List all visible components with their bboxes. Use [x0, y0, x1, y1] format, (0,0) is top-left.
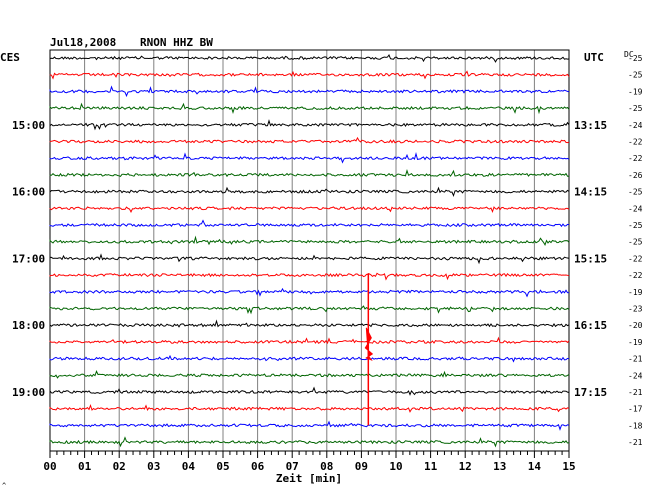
x-tick-label-09: 09: [355, 460, 368, 473]
hour-labels: 15:00 16:00 17:00 18:00 19:00 13:15 14:15 15:15…: [12, 119, 607, 399]
x-tick-label-07: 07: [286, 460, 299, 473]
x-tick-label-11: 11: [424, 460, 438, 473]
trace-10: [49, 206, 570, 214]
x-tick-label-12: 12: [459, 460, 472, 473]
trace-8: [49, 169, 569, 178]
x-tick-label-03: 03: [147, 460, 160, 473]
trace-16: [49, 305, 570, 315]
trace-17: [49, 319, 570, 328]
dc-offset-23: -18: [628, 421, 643, 430]
event-peak: [364, 327, 374, 362]
right-hour-label-4: 17:15: [574, 386, 607, 399]
x-tick-label-15: 15: [562, 460, 575, 473]
dc-offset-19: -21: [628, 355, 643, 364]
dc-offset-10: -24: [628, 204, 643, 213]
trace-15: [49, 287, 570, 298]
dc-offset-labels: -25 -25 -19 -25 -24 -22 -22 -26 -25 -24 -25 -25 -22 -…: [628, 54, 643, 447]
right-timezone-label: UTC: [584, 51, 604, 64]
trace-20: [49, 369, 570, 379]
trace-23: [49, 420, 570, 431]
vertical-grid: [49, 49, 570, 452]
dc-offset-1: -25: [628, 54, 643, 63]
x-tick-label-05: 05: [216, 460, 229, 473]
trace-2: [49, 70, 570, 80]
dc-offset-14: -22: [628, 271, 643, 280]
trace-22: [49, 404, 570, 413]
dc-offset-21: -21: [628, 388, 643, 397]
seismic-event: [364, 273, 374, 426]
left-hour-label-1: 16:00: [12, 186, 45, 199]
x-tick-label-08: 08: [320, 460, 333, 473]
trace-13: [49, 253, 570, 265]
dc-offset-2: -25: [628, 71, 643, 80]
trace-5: [49, 119, 570, 131]
station-label: RNON HHZ BW: [140, 36, 213, 49]
dc-offset-24: -21: [628, 438, 643, 447]
trace-19: [49, 354, 570, 363]
plot-frame: [49, 49, 570, 452]
dc-offset-16: -23: [628, 305, 643, 314]
trace-6: [49, 136, 570, 144]
left-hour-label-3: 18:00: [12, 319, 45, 332]
trace-group: [49, 53, 570, 448]
trace-14: [49, 272, 570, 281]
date-label: Jul18,2008: [50, 36, 116, 49]
x-tick-label-06: 06: [251, 460, 265, 473]
dc-offset-20: -24: [628, 371, 643, 380]
dc-offset-7: -22: [628, 154, 643, 163]
trace-24: [49, 436, 570, 448]
right-hour-label-0: 13:15: [574, 119, 607, 132]
trace-3: [49, 85, 570, 98]
x-tick-label-04: 04: [182, 460, 196, 473]
x-axis: 00 01 02 03 04 05 06 07 08 09 10 11 12 13 14 15: [43, 450, 576, 473]
right-hour-label-1: 14:15: [574, 186, 607, 199]
x-tick-label-00: 00: [43, 460, 56, 473]
dc-offset-5: -24: [628, 121, 643, 130]
trace-21: [49, 386, 570, 396]
trace-1: [49, 53, 570, 63]
corner-mark: ^: [2, 482, 6, 490]
dc-label: DC: [624, 50, 634, 59]
dc-offset-11: -25: [628, 221, 643, 230]
x-tick-label-14: 14: [528, 460, 542, 473]
x-tick-label-13: 13: [493, 460, 506, 473]
trace-4: [49, 102, 570, 115]
right-hour-label-2: 15:15: [574, 252, 607, 265]
dc-offset-22: -17: [628, 405, 643, 414]
trace-18: [49, 336, 570, 345]
left-hour-label-2: 17:00: [12, 252, 45, 265]
dc-offset-17: -20: [628, 321, 643, 330]
trace-7: [49, 152, 570, 164]
dc-offset-6: -22: [628, 138, 643, 147]
right-hour-label-3: 16:15: [574, 319, 607, 332]
dc-offset-12: -25: [628, 238, 643, 247]
dc-offset-15: -19: [628, 288, 643, 297]
trace-9: [49, 186, 570, 198]
left-hour-label-0: 15:00: [12, 119, 45, 132]
dc-offset-9: -25: [628, 188, 643, 197]
dc-offset-18: -19: [628, 338, 643, 347]
dc-offset-13: -22: [628, 254, 643, 263]
trace-11: [49, 219, 570, 228]
trace-12: [49, 235, 570, 246]
left-hour-label-4: 19:00: [12, 386, 45, 399]
x-tick-label-01: 01: [78, 460, 92, 473]
x-axis-title: Zeit [min]: [276, 472, 342, 485]
dc-offset-8: -26: [628, 171, 643, 180]
x-tick-label-02: 02: [113, 460, 126, 473]
dc-offset-4: -25: [628, 104, 643, 113]
dc-offset-3: -19: [628, 87, 643, 96]
left-timezone-label: CES: [0, 51, 20, 64]
x-tick-label-10: 10: [389, 460, 402, 473]
